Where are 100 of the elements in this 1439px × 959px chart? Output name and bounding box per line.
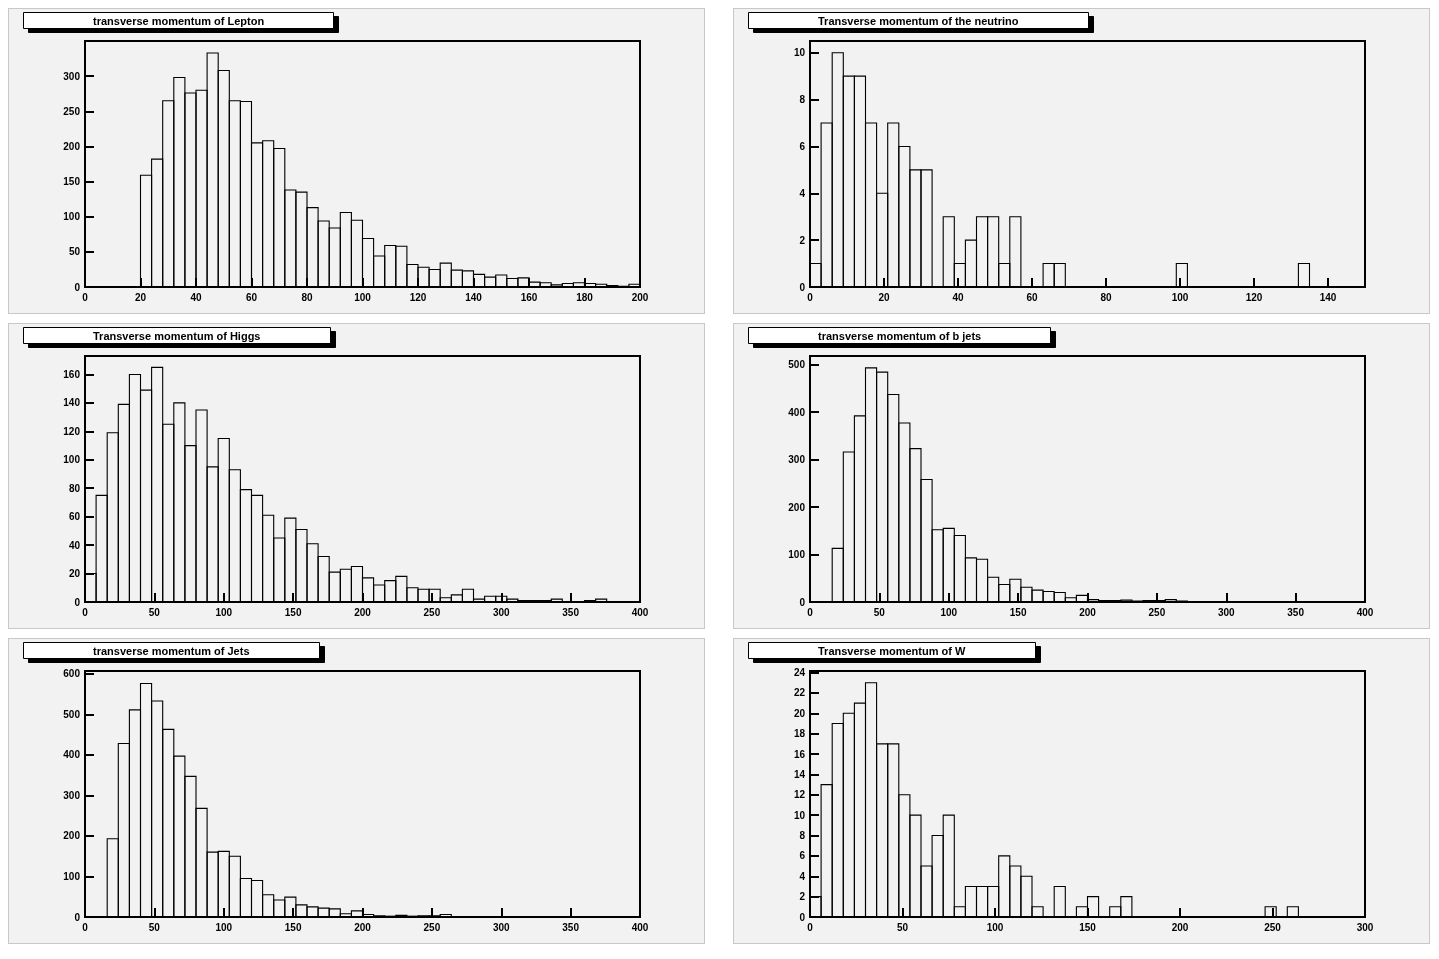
y-tick-label: 140	[63, 397, 81, 409]
x-tick-label: 300	[492, 921, 511, 933]
y-tick-label: 16	[793, 748, 806, 760]
y-tick-label: 4	[799, 187, 806, 199]
x-tick-label: 350	[562, 921, 580, 933]
y-tick-label: 500	[63, 708, 81, 720]
x-tick-label: 250	[1264, 921, 1282, 933]
x-tick-label: 140	[1319, 291, 1337, 303]
y-tick-label: 250	[63, 105, 81, 117]
x-tick-label: 140	[465, 291, 483, 303]
y-tick-label: 120	[63, 425, 81, 437]
x-tick-label: 400	[1356, 606, 1374, 618]
x-tick-label: 300	[1356, 921, 1374, 933]
y-tick-label: 22	[793, 687, 806, 699]
x-tick-label: 100	[215, 921, 233, 933]
y-tick-label: 18	[793, 728, 806, 740]
x-tick-label: 50	[873, 606, 886, 618]
y-tick-label: 200	[63, 830, 81, 842]
y-tick-label: 500	[788, 359, 806, 371]
chart-title: transverse momentum of Jets	[93, 644, 250, 657]
y-tick-label: 8	[799, 830, 806, 842]
y-tick-label: 10	[793, 809, 806, 821]
x-tick-label: 350	[562, 606, 580, 618]
y-tick-label: 50	[68, 246, 81, 258]
y-tick-label: 0	[799, 911, 806, 923]
y-tick-label: 40	[68, 539, 81, 551]
x-tick-label: 100	[1171, 291, 1189, 303]
y-tick-label: 0	[74, 911, 81, 923]
y-tick-label: 8	[799, 94, 806, 106]
x-tick-label: 150	[1009, 606, 1027, 618]
y-tick-label: 0	[799, 596, 806, 608]
x-tick-label: 100	[354, 291, 372, 303]
y-tick-label: 100	[63, 454, 81, 466]
x-tick-label: 40	[952, 291, 964, 303]
x-tick-label: 180	[576, 291, 594, 303]
y-tick-label: 80	[68, 482, 81, 494]
y-tick-label: 100	[63, 211, 81, 223]
x-tick-label: 0	[807, 606, 814, 618]
chart-title: transverse momentum of b jets	[818, 329, 982, 342]
x-tick-label: 250	[1148, 606, 1166, 618]
x-tick-label: 20	[134, 291, 147, 303]
chart-title: Transverse momentum of the neutrino	[818, 14, 1019, 27]
y-tick-label: 200	[788, 501, 806, 513]
x-tick-label: 100	[215, 606, 233, 618]
x-tick-label: 350	[1287, 606, 1305, 618]
y-tick-label: 300	[63, 70, 81, 82]
x-tick-label: 150	[284, 606, 302, 618]
x-tick-label: 160	[520, 291, 538, 303]
y-tick-label: 12	[793, 789, 806, 801]
chart-title: transverse momentum of Lepton	[93, 14, 265, 27]
y-tick-label: 6	[799, 850, 806, 862]
y-tick-label: 100	[788, 549, 806, 561]
y-tick-label: 60	[68, 511, 81, 523]
x-tick-label: 0	[82, 921, 89, 933]
y-tick-label: 2	[799, 891, 806, 903]
x-tick-label: 300	[492, 606, 511, 618]
y-tick-label: 200	[63, 140, 81, 152]
y-tick-label: 6	[799, 140, 806, 152]
x-tick-label: 120	[1245, 291, 1263, 303]
x-tick-label: 100	[986, 921, 1004, 933]
x-tick-label: 60	[1026, 291, 1038, 303]
x-tick-label: 50	[148, 921, 161, 933]
y-tick-label: 100	[63, 870, 81, 882]
y-tick-label: 0	[799, 281, 806, 293]
x-tick-label: 50	[896, 921, 909, 933]
x-tick-label: 0	[82, 606, 89, 618]
x-tick-label: 300	[1217, 606, 1236, 618]
x-tick-label: 250	[423, 606, 441, 618]
x-tick-label: 150	[1079, 921, 1097, 933]
x-tick-label: 150	[284, 921, 302, 933]
y-tick-label: 24	[793, 667, 806, 679]
x-tick-label: 100	[940, 606, 958, 618]
x-tick-label: 250	[423, 921, 441, 933]
x-tick-label: 0	[82, 291, 89, 303]
y-tick-label: 4	[799, 870, 806, 882]
x-tick-label: 20	[878, 291, 890, 303]
x-tick-label: 200	[354, 606, 372, 618]
x-tick-label: 400	[631, 606, 649, 618]
x-tick-label: 80	[301, 291, 313, 303]
y-tick-label: 20	[68, 568, 81, 580]
x-tick-label: 50	[148, 606, 161, 618]
x-tick-label: 0	[807, 921, 814, 933]
y-tick-label: 0	[74, 281, 81, 293]
y-tick-label: 10	[793, 47, 806, 59]
y-tick-label: 14	[793, 768, 806, 780]
y-tick-label: 400	[788, 406, 806, 418]
x-tick-label: 40	[190, 291, 202, 303]
y-tick-label: 20	[793, 707, 806, 719]
x-tick-label: 60	[245, 291, 258, 303]
chart-title: Transverse momentum of W	[818, 644, 966, 657]
y-tick-label: 300	[788, 454, 806, 466]
x-tick-label: 200	[354, 921, 372, 933]
y-tick-label: 400	[63, 749, 81, 761]
chart-title: Transverse momentum of Higgs	[93, 329, 261, 342]
y-tick-label: 300	[63, 789, 81, 801]
x-tick-label: 0	[807, 291, 814, 303]
x-tick-label: 120	[409, 291, 427, 303]
y-tick-label: 2	[799, 234, 806, 246]
x-tick-label: 80	[1100, 291, 1112, 303]
y-tick-label: 160	[63, 368, 81, 380]
